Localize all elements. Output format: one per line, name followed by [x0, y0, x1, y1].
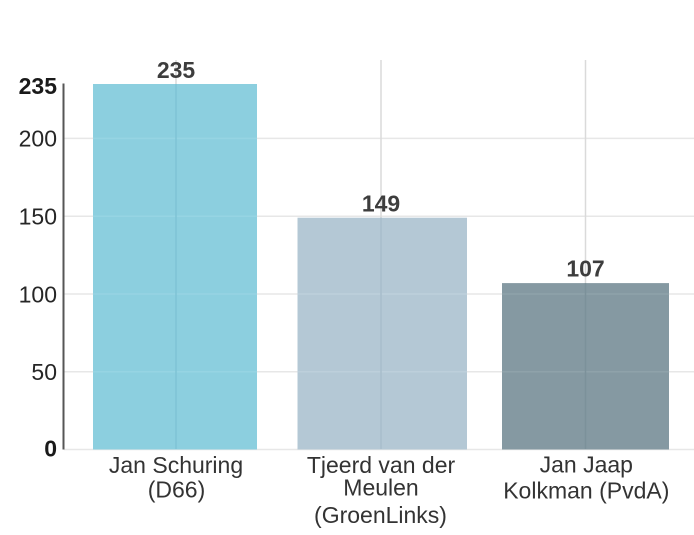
- svg-text:Jan Jaap: Jan Jaap: [540, 451, 633, 477]
- svg-text:Tjeerd van der: Tjeerd van der: [307, 452, 456, 478]
- svg-text:(GroenLinks): (GroenLinks): [314, 502, 447, 528]
- svg-text:Meulen: Meulen: [343, 474, 418, 500]
- svg-text:150: 150: [19, 204, 57, 230]
- svg-text:200: 200: [19, 126, 57, 152]
- svg-text:149: 149: [362, 190, 400, 216]
- svg-text:(D66): (D66): [148, 477, 206, 503]
- svg-text:107: 107: [566, 255, 604, 281]
- svg-text:235: 235: [157, 57, 196, 83]
- svg-text:235: 235: [19, 73, 58, 99]
- svg-text:Jan Schuring: Jan Schuring: [109, 452, 243, 478]
- svg-text:50: 50: [31, 359, 57, 385]
- svg-text:Kolkman (PvdA): Kolkman (PvdA): [503, 478, 669, 504]
- svg-text:0: 0: [44, 436, 57, 462]
- svg-text:100: 100: [19, 281, 57, 307]
